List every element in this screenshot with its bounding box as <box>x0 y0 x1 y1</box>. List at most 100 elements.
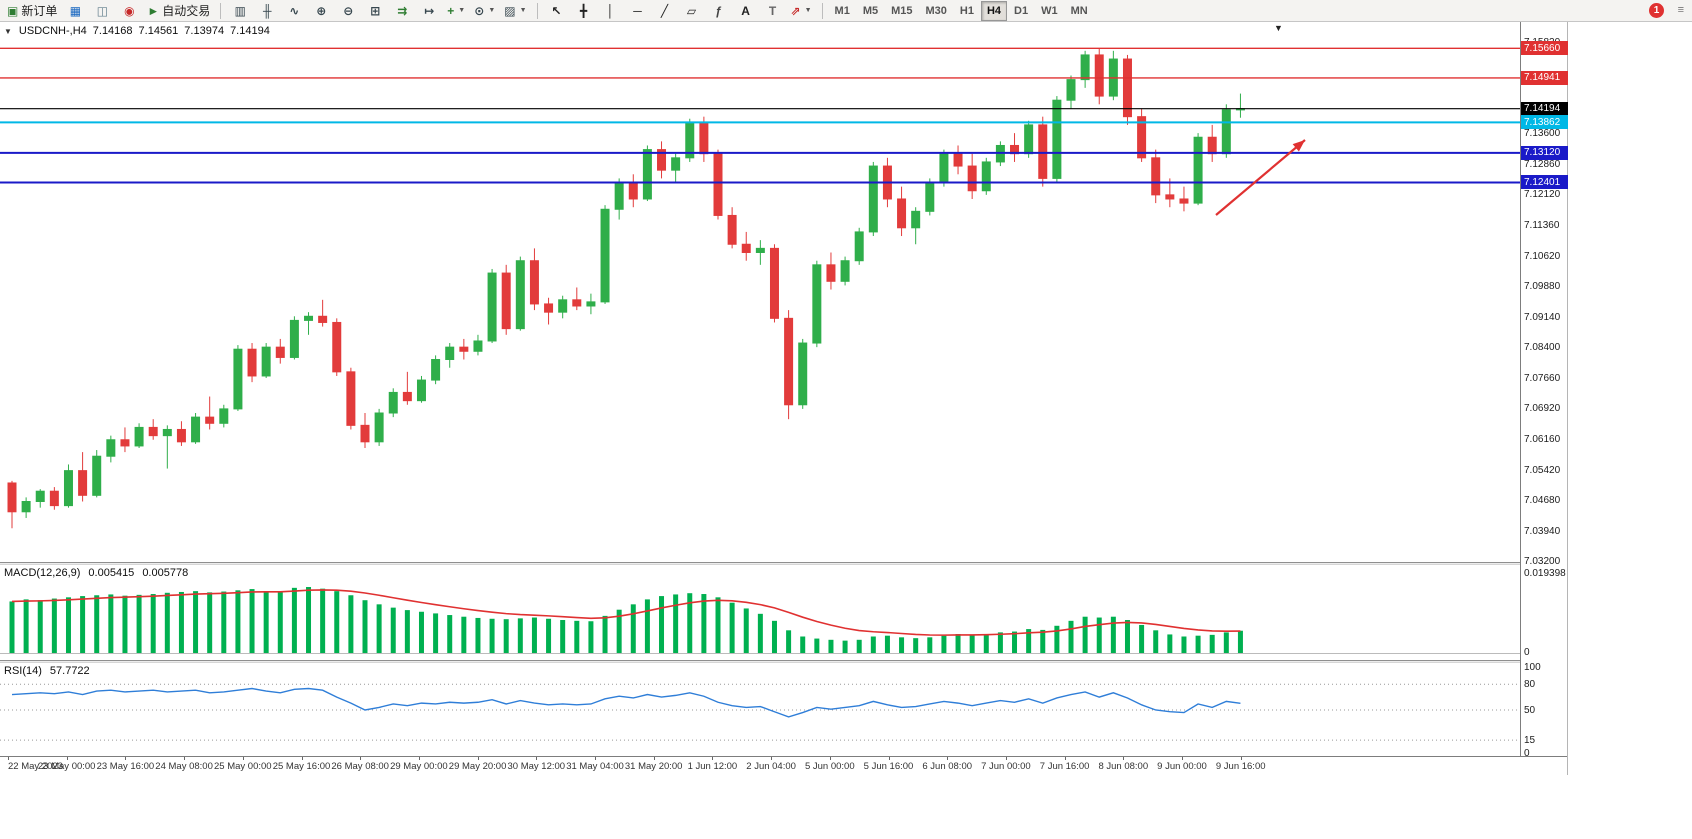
time-label: 5 Jun 16:00 <box>863 761 914 772</box>
chart-windows-button[interactable]: ▦ <box>62 1 88 21</box>
candlestick-chart[interactable] <box>0 22 1520 562</box>
pane-divider[interactable] <box>0 562 1567 565</box>
trendline-icon: ╱ <box>660 3 669 18</box>
price-level-badge: 7.14194 <box>1521 101 1568 116</box>
time-tick <box>1240 757 1242 760</box>
tile-windows-button[interactable]: ⊞ <box>362 1 388 21</box>
templates-button[interactable]: ▨ ▼ <box>500 1 530 21</box>
main-chart-pane[interactable]: ▼ USDCNH-,H4 7.14168 7.14561 7.13974 7.1… <box>0 22 1520 562</box>
trendline-button[interactable]: ╱ <box>652 1 678 21</box>
pane-divider[interactable] <box>0 660 1567 663</box>
line-chart-button[interactable]: ∿ <box>281 1 307 21</box>
horizontal-level-lines[interactable] <box>0 47 1520 184</box>
horizontal-line-icon: ─ <box>633 3 642 18</box>
time-tick <box>536 757 538 760</box>
macd-histogram <box>9 587 1243 653</box>
price-tick: 7.03200 <box>1524 556 1561 568</box>
macd-pane[interactable]: MACD(12,26,9) 0.005415 0.005778 <box>0 565 1520 660</box>
rsi-tick: 50 <box>1524 705 1536 716</box>
time-axis[interactable]: 22 May 2023 23 May 00:00 23 May 16:00 24 Ma… <box>0 756 1567 775</box>
timeframe-h1[interactable]: H1 <box>959 4 974 17</box>
trend-arrow-annotation[interactable] <box>1215 139 1306 216</box>
chart-ohlc-header: ▼ USDCNH-,H4 7.14168 7.14561 7.13974 7.1… <box>4 25 270 37</box>
timeframe-d1[interactable]: D1 <box>1014 4 1029 17</box>
crosshair-button[interactable]: ╋ <box>571 1 597 21</box>
open-value: 7.14168 <box>92 25 133 37</box>
zoom-in-button[interactable]: ⊕ <box>308 1 334 21</box>
bar-chart-button[interactable]: ▥ <box>227 1 253 21</box>
time-label: 2 Jun 04:00 <box>746 761 796 772</box>
arrow-objects-button[interactable]: ⇗ ▼ <box>787 1 816 21</box>
auto-scroll-icon: ⇉ <box>397 3 408 18</box>
rsi-plot[interactable] <box>0 663 1520 756</box>
new-order-button[interactable]: ▣ 新订单 <box>3 1 61 21</box>
macd-label: MACD(12,26,9) 0.005415 0.005778 <box>4 567 188 579</box>
chart-windows-icon: ▦ <box>69 3 82 18</box>
periods-icon: ⊙ <box>474 3 485 18</box>
rsi-pane[interactable]: RSI(14) 57.7722 <box>0 663 1520 756</box>
auto-trading-button[interactable]: ► 自动交易 <box>143 1 214 21</box>
timeframe-m30[interactable]: M30 <box>925 4 947 17</box>
timeframe-m1[interactable]: M1 <box>834 4 850 17</box>
time-tick <box>301 757 303 760</box>
time-tick <box>8 757 9 760</box>
sound-alerts-button[interactable]: ◉ <box>116 1 142 21</box>
price-level-badge: 7.14941 <box>1521 70 1568 85</box>
chart-window: ▼ USDCNH-,H4 7.14168 7.14561 7.13974 7.1… <box>0 22 1568 775</box>
close-value: 7.14194 <box>230 25 270 37</box>
macd-name: MACD(12,26,9) <box>4 567 81 579</box>
new-order-icon: ▣ <box>7 3 19 18</box>
macd-tick: 0.019398 <box>1524 568 1566 579</box>
time-label: 29 May 00:00 <box>390 761 448 772</box>
macd-plot[interactable] <box>0 565 1520 660</box>
time-tick <box>595 757 596 760</box>
rsi-line <box>11 687 1241 718</box>
timeframe-h4[interactable]: H4 <box>980 0 1008 21</box>
high-value: 7.14561 <box>138 25 179 37</box>
timeframe-w1[interactable]: W1 <box>1041 4 1058 17</box>
text-button[interactable]: A <box>733 1 759 21</box>
equidistant-channel-icon: ▱ <box>686 3 697 18</box>
time-tick <box>418 757 420 760</box>
toolbar-overflow-icon[interactable]: ≡ <box>1677 4 1684 16</box>
time-label: 24 May 08:00 <box>155 761 213 772</box>
price-scale[interactable]: 7.158207.136007.128607.121207.113607.106… <box>1520 22 1568 759</box>
price-tick: 7.09880 <box>1524 281 1561 293</box>
indicators-button[interactable]: + ▼ <box>443 1 469 21</box>
macd-tick: 0 <box>1524 647 1530 658</box>
collapse-triangle-icon[interactable]: ▼ <box>4 26 12 36</box>
low-value: 7.13974 <box>184 25 225 37</box>
equidistant-channel-button[interactable]: ▱ <box>679 1 705 21</box>
time-label: 5 Jun 00:00 <box>804 761 855 772</box>
candlestick-chart-button[interactable]: ╫ <box>254 1 280 21</box>
auto-scroll-button[interactable]: ⇉ <box>389 1 415 21</box>
periods-dropdown-icon[interactable]: ▼ <box>488 7 496 14</box>
vertical-line-icon: │ <box>606 3 615 18</box>
fibonacci-button[interactable]: ƒ <box>706 1 732 21</box>
arrow-objects-dropdown-icon[interactable]: ▼ <box>804 7 812 14</box>
profiles-button[interactable]: ◫ <box>89 1 115 21</box>
timeframe-m15[interactable]: M15 <box>891 4 913 17</box>
chart-shift-button[interactable]: ↦ <box>416 1 442 21</box>
periods-button[interactable]: ⊙ ▼ <box>470 1 499 21</box>
price-tick: 7.07660 <box>1524 372 1561 384</box>
text-label-button[interactable]: T <box>760 1 786 21</box>
cursor-button[interactable]: ↖ <box>544 1 570 21</box>
vertical-line-button[interactable]: │ <box>598 1 624 21</box>
templates-dropdown-icon[interactable]: ▼ <box>519 7 527 14</box>
chart-shift-marker-icon[interactable]: ▼ <box>1274 23 1283 33</box>
timeframe-m5[interactable]: M5 <box>862 4 879 17</box>
candlestick-chart-icon: ╫ <box>263 3 272 18</box>
timeframe-mn[interactable]: MN <box>1070 4 1088 17</box>
zoom-out-button[interactable]: ⊖ <box>335 1 361 21</box>
indicators-dropdown-icon[interactable]: ▼ <box>458 7 466 14</box>
price-tick: 7.05420 <box>1524 464 1561 476</box>
time-label: 29 May 20:00 <box>448 761 507 772</box>
profiles-icon: ◫ <box>96 3 109 18</box>
notification-badge[interactable]: 1 <box>1649 3 1664 18</box>
price-tick: 7.12860 <box>1524 158 1561 170</box>
rsi-tick: 80 <box>1524 679 1536 691</box>
horizontal-line-button[interactable]: ─ <box>625 1 651 21</box>
indicators-icon: + <box>447 3 455 18</box>
text-label-icon: T <box>768 3 777 18</box>
